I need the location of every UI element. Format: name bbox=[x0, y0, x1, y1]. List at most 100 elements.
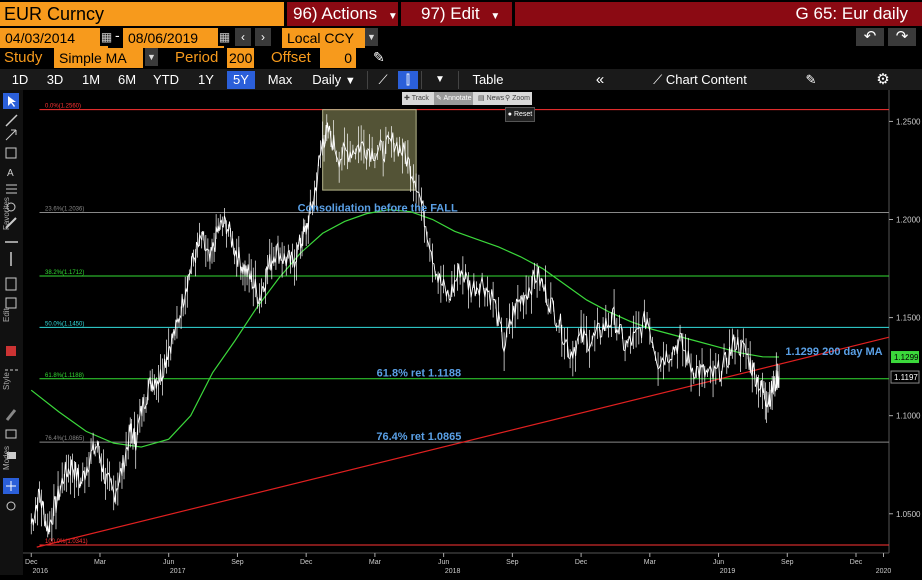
divider bbox=[367, 71, 368, 89]
x-tick-label: Dec bbox=[850, 559, 863, 566]
modes-section-label: Modes bbox=[2, 446, 11, 470]
shape-tool-icon[interactable] bbox=[6, 202, 16, 212]
next-period-button[interactable]: › bbox=[255, 28, 271, 46]
lock-icon[interactable] bbox=[7, 452, 16, 459]
offset-label: Offset bbox=[271, 49, 311, 66]
tab-max[interactable]: Max bbox=[267, 72, 293, 87]
annotation-text[interactable]: Consolidation before the FALL bbox=[298, 203, 458, 215]
gear-icon[interactable]: ⚙ bbox=[876, 71, 890, 88]
y-tick-label: 1.2000 bbox=[896, 216, 921, 225]
offset-field[interactable]: 0 bbox=[320, 48, 356, 68]
line-chart-icon: ⟋ bbox=[653, 72, 663, 87]
chart-canvas[interactable]: 0.0%(1.2560) 23.6%(1.2036) 38.2%(1.1712) 50… bbox=[23, 90, 922, 575]
edit-chart-icon[interactable]: ✎ bbox=[805, 72, 817, 87]
tab-5y[interactable]: 5Y bbox=[227, 71, 255, 89]
text-tool-icon[interactable]: A bbox=[7, 168, 14, 179]
trend-line[interactable] bbox=[36, 336, 890, 548]
x-year-label: 2017 bbox=[170, 568, 186, 575]
last-price-tag bbox=[891, 351, 919, 364]
start-date-field[interactable]: 04/03/2014 bbox=[0, 28, 108, 48]
y-tick-label: 1.1000 bbox=[896, 412, 921, 421]
fib-level-label: 38.2%(1.1712) bbox=[45, 270, 84, 276]
fib-level-label: 76.4%(1.0865) bbox=[45, 436, 84, 442]
fib-level-label: 0.0%(1.2560) bbox=[45, 104, 81, 110]
chart-mini-toolbar: ✚ Track ✎ Annotate ▤ News ⚲ Zoom bbox=[402, 92, 532, 105]
fib-level-label: 100.0%(1.0341) bbox=[45, 539, 88, 545]
x-tick-label: Dec bbox=[575, 559, 588, 566]
snap-icon[interactable] bbox=[6, 501, 16, 511]
chevron-down-icon[interactable]: ▼ bbox=[435, 74, 445, 85]
edit-menu-button[interactable]: 97) Edit ▼ bbox=[401, 2, 512, 26]
calendar-icon[interactable]: ▦ bbox=[218, 28, 231, 46]
annotation-text[interactable]: 1.1299 200 day MA bbox=[785, 346, 882, 358]
magnet-icon[interactable] bbox=[5, 429, 17, 439]
reset-zoom-button[interactable]: ● Reset bbox=[505, 107, 535, 122]
y-tick-label: 1.1500 bbox=[896, 314, 921, 323]
favorites-section-label: Favorites bbox=[2, 197, 11, 230]
x-year-label: 2020 bbox=[876, 568, 892, 575]
style-section-label: Style bbox=[2, 372, 11, 390]
table-button[interactable]: Table bbox=[472, 72, 504, 87]
line-tool-icon[interactable] bbox=[5, 114, 18, 127]
tab-3d[interactable]: 3D bbox=[46, 72, 64, 87]
tab-1m[interactable]: 1M bbox=[81, 72, 101, 87]
x-tick-label: Sep bbox=[781, 559, 794, 566]
arrow-tool-icon[interactable] bbox=[5, 129, 17, 141]
tab-1d[interactable]: 1D bbox=[11, 72, 29, 87]
brush-icon[interactable] bbox=[5, 409, 17, 421]
x-tick-label: Dec bbox=[300, 559, 313, 566]
ticker-field[interactable]: EUR Curncy bbox=[0, 2, 284, 26]
svg-text:A: A bbox=[7, 168, 14, 179]
channel-tool-icon[interactable] bbox=[5, 147, 17, 159]
annotation-text[interactable]: 61.8% ret 1.1188 bbox=[377, 367, 461, 379]
collapse-icon[interactable]: « bbox=[595, 71, 605, 88]
tab-ytd[interactable]: YTD bbox=[153, 72, 179, 87]
x-year-label: 2016 bbox=[32, 568, 48, 575]
calendar-icon[interactable]: ▦ bbox=[100, 28, 113, 46]
study-label: Study bbox=[4, 49, 43, 66]
zoom-button[interactable]: ⚲ Zoom bbox=[505, 95, 530, 102]
chevron-down-icon[interactable]: ▼ bbox=[145, 48, 158, 66]
crosshair-icon[interactable] bbox=[3, 478, 19, 494]
line-chart-icon[interactable]: ⟋ bbox=[378, 72, 388, 87]
trash-icon[interactable] bbox=[5, 277, 17, 291]
pencil-icon[interactable]: ✎ bbox=[373, 49, 385, 65]
sidebar-tools: A Favorites Edit Style Modes bbox=[2, 93, 19, 511]
x-tick-label: Mar bbox=[369, 559, 382, 566]
x-year-label: 2019 bbox=[720, 568, 736, 575]
color-tool-icon[interactable] bbox=[6, 346, 16, 356]
x-tick-label: Jun bbox=[713, 559, 724, 566]
chevron-down-icon[interactable]: ▼ bbox=[365, 28, 378, 46]
redo-button[interactable]: ↷ bbox=[888, 28, 916, 46]
study-field[interactable]: Simple MA bbox=[54, 48, 143, 68]
previous-period-button[interactable]: ‹ bbox=[235, 28, 251, 46]
x-tick-label: Sep bbox=[506, 559, 519, 566]
bar-chart-icon[interactable]: ⫿ bbox=[398, 71, 418, 89]
track-button[interactable]: ✚ Track bbox=[404, 95, 429, 102]
chart-content-label: Chart Content bbox=[665, 72, 747, 87]
news-button[interactable]: ▤ News bbox=[478, 95, 505, 102]
divider bbox=[458, 71, 459, 89]
frequency-dropdown[interactable]: Daily ▼ bbox=[304, 71, 364, 89]
annotation-text[interactable]: 76.4% ret 1.0865 bbox=[376, 431, 461, 443]
end-date-field[interactable]: 08/06/2019 bbox=[123, 28, 224, 48]
currency-field[interactable]: Local CCY bbox=[282, 28, 365, 48]
annotate-button[interactable]: ✎ Annotate bbox=[434, 92, 474, 105]
cursor-icon[interactable] bbox=[3, 93, 19, 109]
tab-1y[interactable]: 1Y bbox=[198, 72, 214, 87]
chart-content-button[interactable]: ⟋ Chart Content bbox=[640, 71, 760, 89]
period-field[interactable]: 200 bbox=[227, 48, 254, 68]
undo-button[interactable]: ↶ bbox=[856, 28, 884, 46]
moving-average-line[interactable] bbox=[30, 209, 780, 448]
fibonacci-tool-icon[interactable] bbox=[6, 184, 17, 194]
price-chart[interactable]: 0.0%(1.2560) 23.6%(1.2036) 38.2%(1.1712) 50… bbox=[23, 90, 922, 575]
actions-label: 96) Actions bbox=[293, 4, 378, 23]
frequency-label: Daily bbox=[312, 72, 342, 87]
tab-6m[interactable]: 6M bbox=[117, 72, 137, 87]
actions-menu-button[interactable]: 96) Actions ▼ bbox=[287, 2, 398, 26]
pen-tool-icon[interactable] bbox=[5, 217, 17, 229]
copy-icon[interactable] bbox=[5, 297, 17, 309]
chart-title-bar: G 65: Eur daily bbox=[515, 2, 922, 26]
x-tick-label: Jun bbox=[163, 559, 174, 566]
x-tick-label: Sep bbox=[231, 559, 244, 566]
